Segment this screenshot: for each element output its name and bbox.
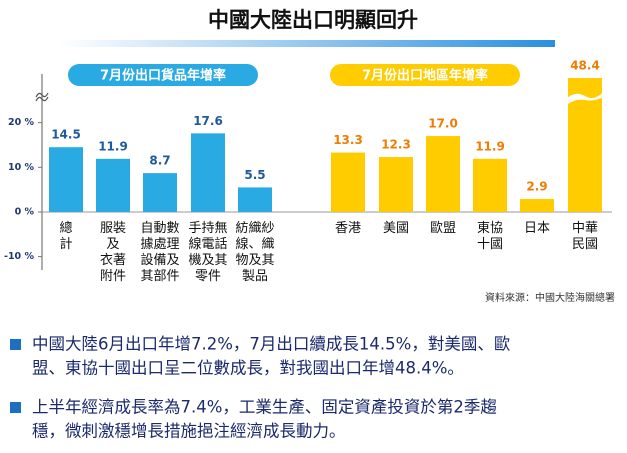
x-tick-label: 總計 [59,220,72,252]
legend-label: 7月份出口貨品年增率 [100,68,226,84]
x-tick-label: 手持無線電話機及其零件 [188,221,227,284]
x-tick-label: 服裝及衣著附件 [100,221,126,284]
x-tick-label: 東協十國 [477,220,503,252]
bar [426,136,460,212]
bar [379,157,413,212]
source: 資料來源：中國大陸海關總署 [485,291,615,304]
bullet-text: 上半年經濟成長率為7.4%，工業生產、固定資產投資於第2季趨 [32,398,497,417]
value-label: 13.3 [333,133,363,147]
x-tick-label: 自動數據處理設備及其部件 [140,221,179,284]
bullet-text: 盟、東協十國出口呈二位數成長，對我國出口年增48.4%。 [32,359,464,378]
bullet-text: 中國大陸6月出口年增7.2%，7月出口續成長14.5%，對美國、歐 [32,335,510,354]
x-tick-label: 美國 [383,221,409,236]
y-tick-label: 10 % [8,162,35,173]
bar-break [565,90,605,106]
x-tick-label: 香港 [335,221,361,236]
bar [520,199,554,212]
y-tick-label: -10 % [4,251,34,262]
title-underline [60,40,555,47]
x-tick-label: 歐盟 [430,221,456,236]
x-tick-label: 日本 [524,221,550,236]
value-label: 17.0 [428,117,458,131]
value-label: 5.5 [244,168,265,182]
bullet-text: 穩，微刺激穩增長措施挹注經濟成長動力。 [32,422,346,441]
bar [331,152,365,212]
value-label: 12.3 [381,138,411,152]
axis-break [35,92,49,102]
value-label: 14.5 [51,128,81,142]
bar [568,78,602,212]
value-label: 2.9 [526,180,547,194]
bar [191,133,225,212]
value-label: 11.9 [475,139,505,153]
x-tick-label: 紡織紗線、織物及其製品 [235,221,274,284]
bar [96,158,130,212]
bar [473,158,507,212]
x-tick-label: 中華民國 [572,221,598,252]
value-label: 11.9 [98,139,128,153]
value-label: 48.4 [570,59,600,73]
legend-pill [330,64,520,86]
value-label: 8.7 [149,154,170,168]
y-tick-label: 0 % [15,206,35,217]
y-tick-label: 20 % [8,117,35,128]
bar [238,187,272,212]
value-label: 17.6 [193,114,223,128]
legend-label: 7月份出口地區年增率 [362,68,488,84]
bar [143,173,177,212]
bullet-marker [10,339,21,350]
legend-pill [68,64,258,86]
chart-title: 中國大陸出口明顯回升 [208,8,418,32]
bullet-marker [10,402,21,413]
bullets: 中國大陸6月出口年增7.2%，7月出口續成長14.5%，對美國、歐盟、東協十國出… [10,335,510,441]
bar [49,147,83,212]
